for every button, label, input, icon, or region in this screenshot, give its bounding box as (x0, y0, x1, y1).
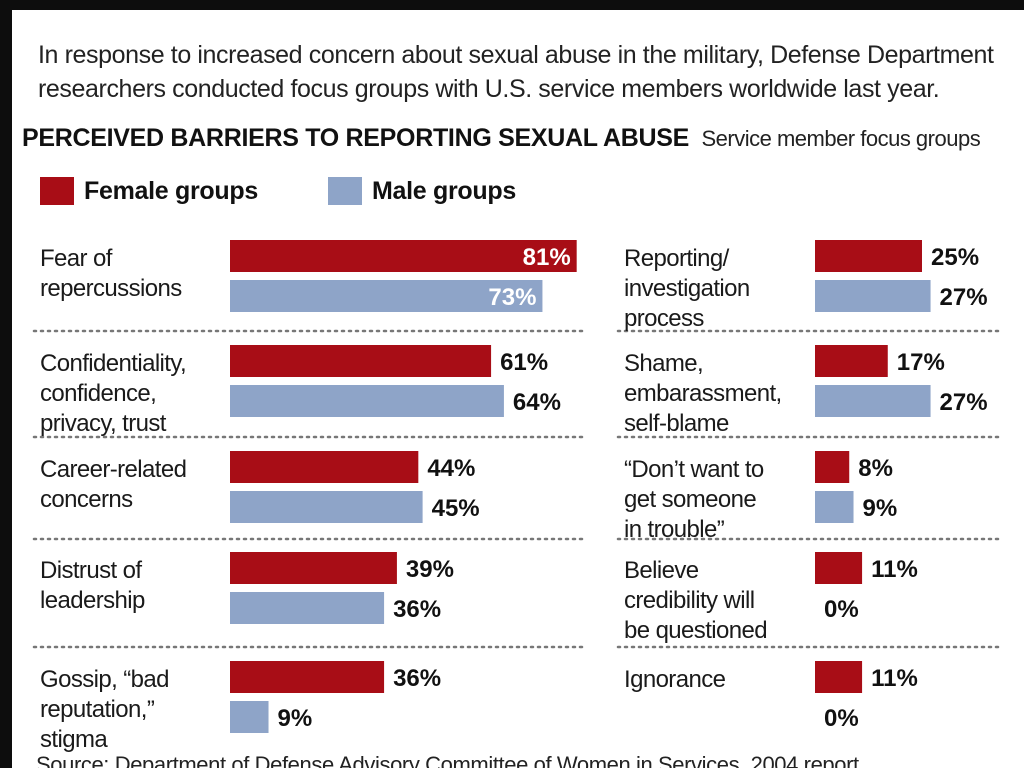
legend-swatch-female (40, 177, 74, 205)
category-label-line: leadership (40, 587, 145, 614)
source-note: Source: Department of Defense Advisory C… (36, 752, 859, 768)
data-label-male: 45% (432, 495, 480, 522)
bar-female (815, 451, 850, 483)
intro-text: In response to increased concern about s… (38, 41, 994, 103)
data-label-male: 9% (863, 495, 898, 522)
bar-female (815, 345, 888, 377)
bar-male (230, 491, 423, 523)
category-label-line: concerns (40, 486, 133, 513)
category-label-line: in trouble” (624, 516, 725, 543)
bar-female (230, 345, 492, 377)
data-label-female: 61% (500, 349, 548, 376)
top-border-rule (0, 0, 1024, 10)
category-label-line: Shame, (624, 350, 704, 377)
category-label-line: “Don’t want to (624, 456, 764, 483)
data-label-female: 39% (406, 556, 454, 583)
category-label-line: stigma (40, 726, 108, 753)
left-border-rule (0, 0, 12, 768)
bar-male (230, 385, 504, 417)
category-label-line: get someone (624, 486, 757, 513)
data-label-female: 8% (858, 455, 893, 482)
legend-item-male: Male groups (328, 174, 516, 208)
data-label-female: 11% (871, 665, 918, 692)
category-label-line: privacy, trust (40, 410, 166, 437)
data-label-female: 11% (871, 556, 918, 583)
legend-label-male: Male groups (372, 176, 516, 205)
category-label-line: Career-related (40, 456, 187, 483)
category-label-line: Distrust of (40, 557, 142, 584)
bar-female (230, 661, 385, 693)
category-label-line: Fear of (40, 245, 112, 272)
bar-male (815, 280, 931, 312)
data-label-female: 44% (427, 455, 475, 482)
data-label-female: 36% (393, 665, 441, 692)
chart-header: PERCEIVED BARRIERS TO REPORTING SEXUAL A… (22, 124, 1012, 153)
category-label: Shame, embarassment, self-blame (624, 349, 782, 439)
category-label-line: reputation,” (40, 696, 155, 723)
legend-swatch-male (328, 177, 362, 205)
bar-female (815, 661, 863, 693)
data-label-male: 27% (940, 284, 988, 311)
bar-female (230, 552, 397, 584)
bar-female (815, 240, 922, 272)
legend-item-female: Female groups (40, 174, 258, 208)
category-label: Gossip, “bad reputation,” stigma (40, 665, 169, 755)
category-label-line: credibility will (624, 587, 755, 614)
category-label-line: embarassment, (624, 380, 782, 407)
bar-male (230, 592, 385, 624)
bar-male (815, 491, 854, 523)
data-label-female: 25% (931, 244, 979, 271)
category-label-line: repercussions (40, 275, 182, 302)
category-label: “Don’t want to get someone in trouble” (624, 455, 764, 545)
chart-title: PERCEIVED BARRIERS TO REPORTING SEXUAL A… (22, 124, 690, 152)
category-label-line: process (624, 305, 704, 332)
category-label: Believe credibility will be questioned (624, 556, 768, 646)
legend-label-female: Female groups (84, 176, 258, 205)
category-label: Career-related concerns (40, 455, 187, 515)
bar-male (230, 280, 543, 312)
category-label: Confidentiality, confidence, privacy, trus… (40, 349, 187, 439)
data-label-male: 9% (278, 705, 313, 732)
category-label: Distrust of leadership (40, 556, 145, 616)
data-label-male: 73% (488, 284, 536, 311)
category-label-line: be questioned (624, 617, 768, 644)
chart-subtitle: Service member focus groups (701, 126, 981, 151)
category-label-line: self-blame (624, 410, 729, 437)
bar-female (230, 240, 577, 272)
category-label-line: confidence, (40, 380, 157, 407)
bar-female (815, 552, 863, 584)
category-label-line: Gossip, “bad (40, 666, 169, 693)
data-label-male: 36% (393, 596, 441, 623)
bar-male (815, 385, 931, 417)
category-label: Reporting/investigation process (624, 244, 750, 334)
data-label-female: 17% (897, 349, 945, 376)
data-label-male: 0% (824, 596, 859, 623)
category-label: Fear of repercussions (40, 244, 182, 304)
bar-male (230, 701, 269, 733)
data-label-male: 27% (940, 389, 988, 416)
bar-female (230, 451, 419, 483)
category-label-line: Reporting/ (624, 245, 729, 272)
category-label-line: Ignorance (624, 666, 726, 693)
category-label-line: Believe (624, 557, 699, 584)
category-label: Ignorance (624, 665, 726, 695)
category-label-line: Confidentiality, (40, 350, 187, 377)
data-label-male: 64% (513, 389, 561, 416)
category-label-line: investigation (624, 275, 750, 302)
data-label-female: 81% (523, 244, 571, 271)
data-label-male: 0% (824, 705, 859, 732)
